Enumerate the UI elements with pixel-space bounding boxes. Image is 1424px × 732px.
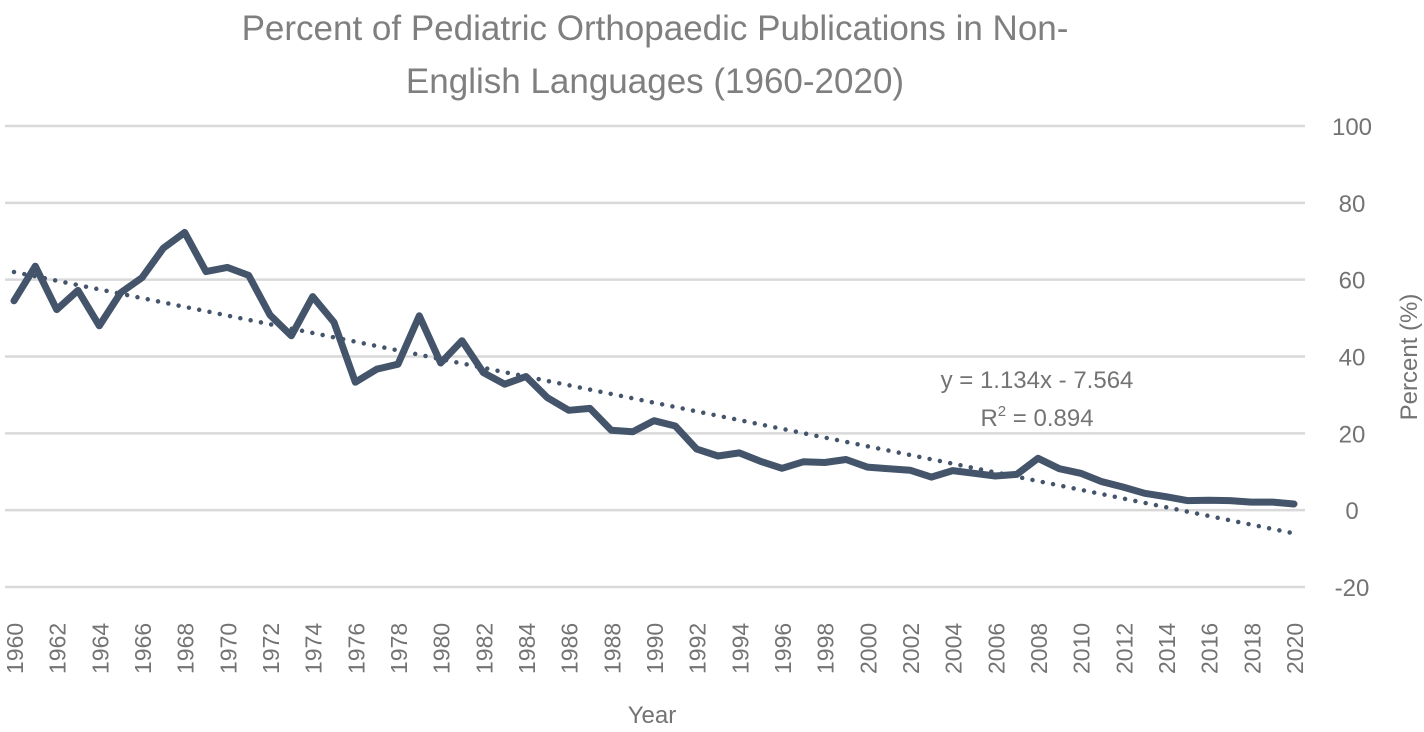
x-axis-label: Year — [628, 702, 677, 729]
x-tick-label: 1968 — [173, 623, 199, 674]
y-axis-label: Percent (%) — [1396, 294, 1423, 421]
x-tick-label: 1990 — [642, 623, 668, 674]
x-tick-label: 1976 — [343, 623, 369, 674]
x-tick-label: 1962 — [45, 623, 71, 674]
trendline-equation: y = 1.134x - 7.564 — [941, 367, 1134, 394]
x-tick-label: 1966 — [130, 623, 156, 674]
gridlines — [5, 124, 1305, 589]
x-tick-label: 1984 — [514, 623, 540, 674]
x-tick-label: 1978 — [386, 623, 412, 674]
x-tick-label: 1992 — [685, 623, 711, 674]
chart-title: Percent of Pediatric Orthopaedic Publica… — [241, 9, 1069, 101]
x-axis-tick-labels: 1960 1962 1964 1966 1968 1970 1972 1974 1976 1978… — [2, 623, 1308, 674]
series-line — [10, 228, 1298, 508]
x-tick-label: 1970 — [215, 623, 241, 674]
y-tick-label: 60 — [1339, 268, 1366, 295]
y-tick-label: 20 — [1339, 421, 1366, 448]
x-tick-label: 2008 — [1026, 623, 1052, 674]
x-tick-label: 1994 — [727, 623, 753, 674]
x-tick-label: 1964 — [87, 623, 113, 674]
x-tick-label: 1974 — [301, 623, 327, 674]
y-tick-label: 80 — [1339, 191, 1366, 218]
x-tick-label: 1988 — [599, 623, 625, 674]
y-tick-label: -20 — [1335, 575, 1370, 602]
x-tick-label: 2012 — [1111, 623, 1137, 674]
trendline-r-squared: R2 = 0.894 — [980, 403, 1093, 432]
x-tick-label: 1980 — [429, 623, 455, 674]
x-tick-label: 2000 — [855, 623, 881, 674]
x-tick-label: 1998 — [813, 623, 839, 674]
x-tick-label: 1982 — [471, 623, 497, 674]
x-tick-label: 1986 — [557, 623, 583, 674]
x-tick-label: 2020 — [1282, 623, 1308, 674]
y-tick-label: 100 — [1332, 114, 1372, 141]
x-tick-label: 2006 — [983, 623, 1009, 674]
x-tick-label: 2010 — [1069, 623, 1095, 674]
x-tick-label: 1972 — [258, 623, 284, 674]
x-tick-label: 2016 — [1197, 623, 1223, 674]
x-tick-label: 1996 — [770, 623, 796, 674]
x-tick-label: 2014 — [1154, 623, 1180, 674]
y-tick-label: 0 — [1345, 498, 1358, 525]
x-tick-label: 1960 — [2, 623, 28, 674]
x-tick-label: 2004 — [941, 623, 967, 674]
x-tick-label: 2018 — [1239, 623, 1265, 674]
y-tick-label: 40 — [1339, 345, 1366, 372]
trendline — [11, 269, 1297, 536]
x-tick-label: 2002 — [898, 623, 924, 674]
y-axis-tick-labels: 100 80 60 40 20 0 -20 — [1332, 114, 1372, 602]
